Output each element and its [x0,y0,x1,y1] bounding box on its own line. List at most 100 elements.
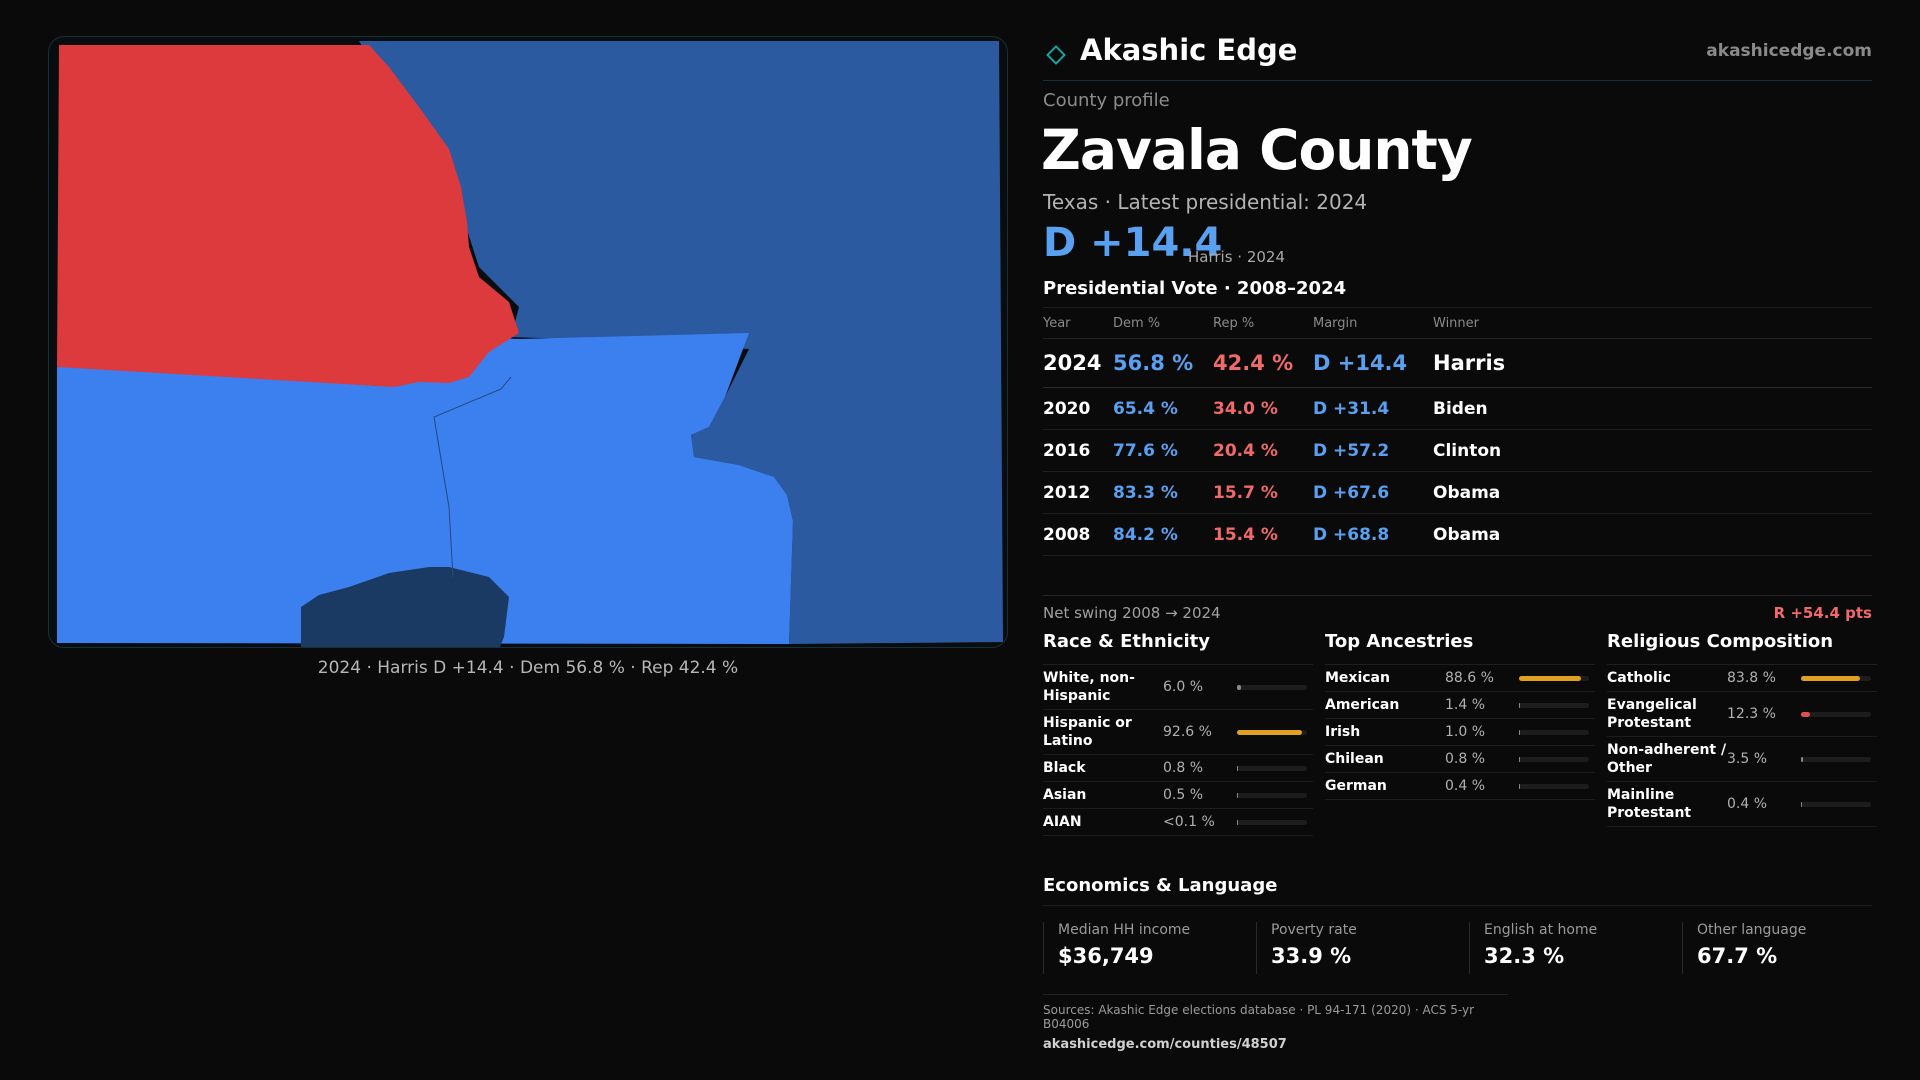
econ-card-poverty: Poverty rate 33.9 % [1256,922,1461,974]
header: Akashic Edge akashicedge.com [1043,30,1872,81]
list-item: Mexican 88.6 % [1325,665,1595,692]
item-label: Black [1043,760,1086,776]
item-value: 0.5 % [1163,787,1204,803]
cell-winner: Biden [1433,387,1872,430]
sources-text: Sources: Akashic Edge elections database… [1043,1003,1475,1031]
item-value: 3.5 % [1727,751,1768,767]
cell-rep: 15.7 % [1213,471,1313,514]
econ-label: Other language [1697,922,1807,938]
precinct-dem-dark[interactable] [301,567,509,647]
table-row: 2012 83.3 % 15.7 % D +67.6 Obama [1043,471,1872,514]
cell-dem: 83.3 % [1113,471,1213,514]
item-label: German [1325,778,1387,794]
cell-margin: D +67.6 [1313,471,1433,514]
item-value: 0.4 % [1727,796,1768,812]
item-value: 88.6 % [1445,670,1494,686]
item-bar [1237,819,1307,825]
vote-table-header: Year Dem % Rep % Margin Winner [1043,307,1872,339]
cell-dem: 65.4 % [1113,387,1213,430]
econ-value: $36,749 [1058,944,1154,968]
econ-card-income: Median HH income $36,749 [1043,922,1248,974]
list-item: Black 0.8 % [1043,755,1313,782]
item-bar [1801,756,1871,762]
item-label: AIAN [1043,814,1082,830]
list-item: Asian 0.5 % [1043,782,1313,809]
item-label: Catholic [1607,670,1671,686]
table-row: 2020 65.4 % 34.0 % D +31.4 Biden [1043,387,1872,430]
econ-value: 33.9 % [1271,944,1352,968]
county-map[interactable] [48,36,1008,648]
eyebrow: County profile [1043,90,1170,111]
cell-winner: Obama [1433,471,1872,514]
econ-label: English at home [1484,922,1598,938]
item-label: Hispanic or Latino [1043,715,1132,749]
latest-margin: D +14.4 [1043,220,1223,266]
item-bar [1237,684,1307,690]
item-label: Mexican [1325,670,1390,686]
econ-card-english: English at home 32.3 % [1469,922,1674,974]
cell-dem: 77.6 % [1113,429,1213,472]
cell-rep: 34.0 % [1213,387,1313,430]
item-bar-fill [1237,684,1242,690]
list-item: Catholic 83.8 % [1607,665,1877,692]
cell-year: 2008 [1043,513,1113,556]
header-year: Year [1043,307,1113,339]
item-value: 83.8 % [1727,670,1776,686]
econ-label: Poverty rate [1271,922,1357,938]
item-bar [1237,792,1307,798]
list-item: AIAN <0.1 % [1043,809,1313,836]
item-bar [1519,729,1589,735]
table-row: 2016 77.6 % 20.4 % D +57.2 Clinton [1043,429,1872,472]
item-bar-fill [1801,801,1803,807]
footer: Sources: Akashic Edge elections database… [1043,994,1508,1052]
item-bar-fill [1801,711,1810,717]
item-bar-fill [1801,675,1860,681]
item-bar [1519,702,1589,708]
list-item: Chilean 0.8 % [1325,746,1595,773]
item-value: 0.8 % [1163,760,1204,776]
ancestry-section: Top Ancestries Mexican 88.6 % American 1… [1325,631,1595,800]
header-margin: Margin [1313,307,1433,339]
ancestry-section-title: Top Ancestries [1325,631,1595,665]
item-label: Irish [1325,724,1361,740]
item-bar-fill [1801,756,1804,762]
item-value: 92.6 % [1163,724,1212,740]
list-item: White, non-Hispanic 6.0 % [1043,665,1313,710]
brand-url-link[interactable]: akashicedge.com [1706,41,1872,61]
brand-name[interactable]: Akashic Edge [1080,33,1298,67]
item-bar-fill [1237,792,1239,798]
item-value: 12.3 % [1727,706,1776,722]
race-ethnicity-section: Race & Ethnicity White, non-Hispanic 6.0… [1043,631,1313,836]
item-label: Mainline Protestant [1607,787,1692,821]
cell-dem: 84.2 % [1113,513,1213,556]
list-item: German 0.4 % [1325,773,1595,800]
item-value: 1.0 % [1445,724,1486,740]
cell-winner: Obama [1433,513,1872,556]
econ-value: 67.7 % [1697,944,1778,968]
item-bar [1801,675,1871,681]
diamond-logo-icon [1046,45,1066,65]
item-label: White, non-Hispanic [1043,670,1135,704]
item-value: 6.0 % [1163,679,1204,695]
item-value: <0.1 % [1163,814,1215,830]
cell-rep: 42.4 % [1213,338,1313,388]
item-value: 1.4 % [1445,697,1486,713]
county-url-link[interactable]: akashicedge.com/counties/48507 [1043,1037,1287,1052]
precinct-map-svg[interactable] [49,37,1007,647]
net-swing-row: Net swing 2008 → 2024 R +54.4 pts [1043,595,1872,626]
precinct-dem-light[interactable] [57,333,793,644]
list-item: American 1.4 % [1325,692,1595,719]
item-label: Non-adherent / Other [1607,742,1727,776]
cell-year: 2020 [1043,387,1113,430]
cell-margin: D +31.4 [1313,387,1433,430]
item-bar [1801,801,1871,807]
list-item: Non-adherent / Other 3.5 % [1607,737,1877,782]
item-bar [1519,756,1589,762]
economics-section-title: Economics & Language [1043,875,1872,906]
precinct-rep[interactable] [57,45,519,387]
cell-margin: D +68.8 [1313,513,1433,556]
list-item: Hispanic or Latino 92.6 % [1043,710,1313,755]
cell-year: 2016 [1043,429,1113,472]
religion-section-title: Religious Composition [1607,631,1877,665]
item-label: American [1325,697,1400,713]
